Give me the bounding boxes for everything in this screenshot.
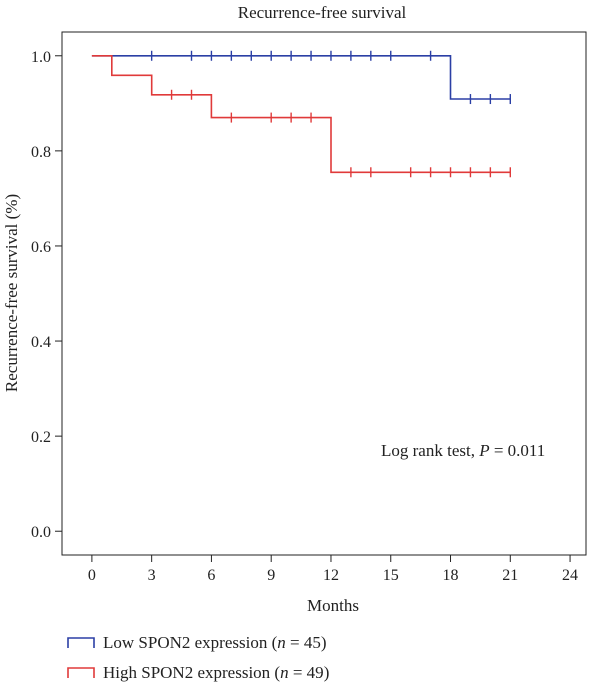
legend-name-high: High SPON2 expression	[103, 663, 271, 682]
y-tick-label: 0.6	[31, 239, 51, 256]
legend-label-high: High SPON2 expression (n = 49)	[103, 663, 329, 682]
legend-name-low: Low SPON2 expression	[103, 633, 268, 652]
y-tick-label: 0.4	[31, 334, 51, 351]
x-tick-label: 18	[443, 567, 459, 584]
axes: 0 3 6 9 12 15 18 21 24 0.0 0.2 0.4 0.6 0.8 1.0	[31, 49, 578, 584]
legend-swatch-low	[67, 637, 95, 648]
y-tick-label: 0.2	[31, 429, 51, 446]
legend-item-high: High SPON2 expression (n = 49)	[67, 663, 329, 682]
series-high	[91, 55, 511, 178]
y-axis-label: Recurrence-free survival (%)	[2, 194, 21, 392]
legend-item-low: Low SPON2 expression (n = 45)	[67, 633, 327, 652]
legend-n-symbol-high: n	[280, 663, 289, 682]
plot-frame	[61, 31, 587, 556]
x-tick-label: 15	[383, 567, 399, 584]
x-tick-label: 24	[562, 567, 578, 584]
x-tick-label: 0	[88, 567, 96, 584]
legend-n-symbol-low: n	[277, 633, 286, 652]
y-tick-label: 0.8	[31, 144, 51, 161]
logrank-p-symbol: P	[478, 441, 489, 460]
x-tick-label: 9	[267, 567, 275, 584]
survival-step-line	[91, 55, 511, 100]
legend-label-low: Low SPON2 expression (n = 45)	[103, 633, 327, 652]
survival-step-line	[91, 55, 511, 174]
series-group	[91, 50, 511, 178]
x-tick-label: 6	[207, 567, 215, 584]
legend: Low SPON2 expression (n = 45) High SPON2…	[67, 633, 329, 682]
y-tick-label: 1.0	[31, 49, 51, 66]
x-tick-label: 12	[323, 567, 339, 584]
legend-n-value-high: = 49	[289, 663, 324, 682]
x-tick-label: 3	[148, 567, 156, 584]
series-low	[91, 50, 511, 105]
logrank-prefix: Log rank test,	[381, 441, 479, 460]
chart-title: Recurrence-free survival	[238, 3, 407, 22]
legend-swatch-high	[67, 667, 95, 678]
logrank-p-value: = 0.011	[490, 441, 546, 460]
legend-n-value-low: = 45	[286, 633, 321, 652]
y-tick-label: 0.0	[31, 524, 51, 541]
logrank-annotation: Log rank test, P = 0.011	[381, 441, 545, 460]
x-tick-label: 21	[502, 567, 518, 584]
x-axis-label: Months	[307, 596, 359, 615]
